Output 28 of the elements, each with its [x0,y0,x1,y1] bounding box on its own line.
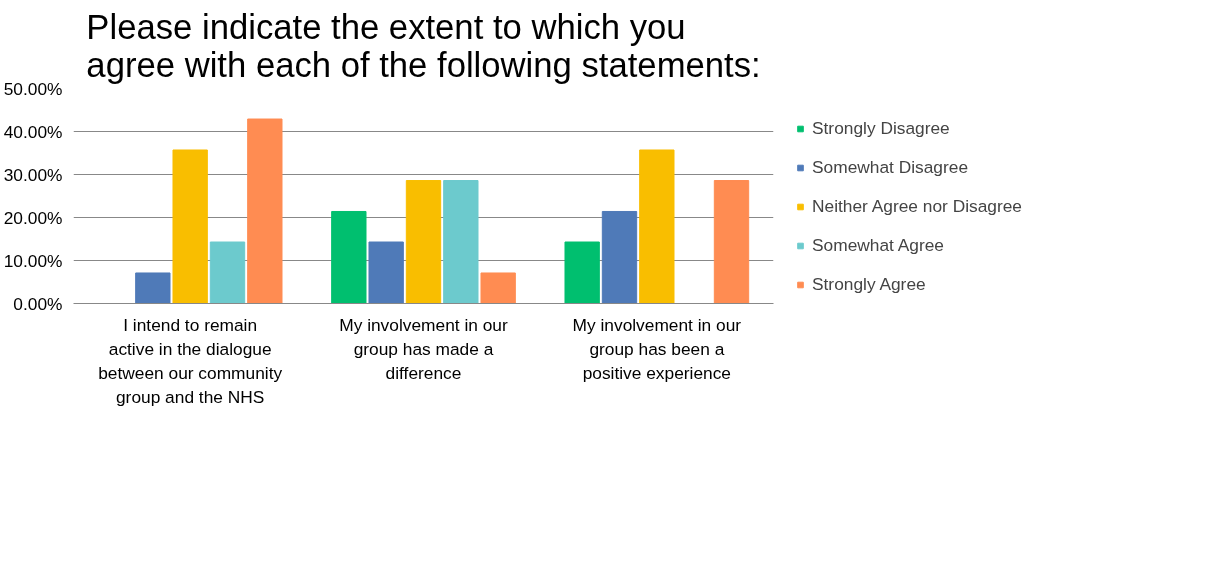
y-tick-label: 10.00% [3,250,63,271]
bar [480,272,516,304]
x-tick-label: My involvement in our group has made a difference [339,314,508,383]
legend-label: Somewhat Disagree [812,156,969,178]
x-tick-label: My involvement in our group has been a positive experience [572,314,742,383]
bar [247,118,283,304]
y-tick-label: 30.00% [3,164,63,185]
bar [639,149,675,304]
y-tick-label: 0.00% [13,293,63,314]
bar [405,180,442,304]
bar [564,241,600,304]
bar [172,149,208,304]
bar [713,180,750,304]
chart-title: Please indicate the extent to which you agree with each of the following statements: [86,7,761,84]
bar [368,241,404,304]
legend-label: Neither Agree nor Disagree [812,195,1022,217]
bar [209,241,246,304]
bar [135,272,171,304]
bar [443,180,479,304]
bar [331,210,367,304]
y-tick-label: 20.00% [3,207,63,228]
x-tick-label: I intend to remain active in the dialogue between our community group and the NHS [98,314,283,407]
legend-label: Strongly Disagree [812,117,950,139]
bar [601,210,638,304]
y-tick-label: 50.00% [3,78,63,99]
y-tick-label: 40.00% [3,121,63,142]
legend-label: Strongly Agree [812,273,926,295]
legend-label: Somewhat Agree [812,234,944,256]
